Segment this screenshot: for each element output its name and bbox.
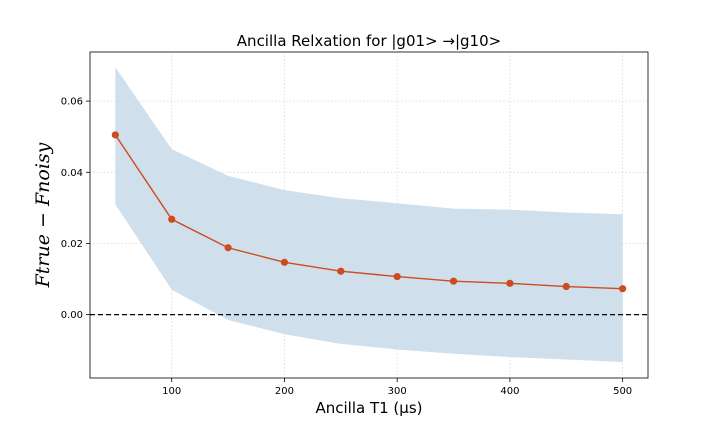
data-point xyxy=(393,272,401,281)
data-point xyxy=(449,277,458,285)
x-tick-label: 200 xyxy=(275,386,294,397)
plot-area-frame xyxy=(89,51,649,379)
y-axis-label: Ftrue − Fnoisy xyxy=(32,142,54,288)
data-point xyxy=(224,244,232,252)
y-tick-label: 0.00 xyxy=(61,310,83,321)
data-point xyxy=(619,285,627,293)
data-point xyxy=(111,131,119,139)
data-point xyxy=(280,258,289,266)
x-tick-label: 400 xyxy=(500,386,519,397)
x-tick-label: 100 xyxy=(162,386,181,397)
y-axis-ticks: 0.00 0.02 0.04 0.06 xyxy=(61,97,90,321)
x-tick-label: 300 xyxy=(388,386,407,397)
data-point xyxy=(337,267,345,275)
x-axis-ticks: 100 200 300 400 500 xyxy=(162,378,632,397)
y-tick-label: 0.02 xyxy=(61,239,83,250)
data-point xyxy=(506,279,514,287)
y-tick-label: 0.06 xyxy=(61,97,83,108)
series-line xyxy=(114,134,623,290)
data-point xyxy=(562,282,570,291)
data-point xyxy=(168,215,176,223)
x-axis-label: Ancilla T1 (μs) xyxy=(315,399,422,417)
x-tick-label: 500 xyxy=(613,386,632,397)
data-points xyxy=(111,131,627,293)
confidence-band xyxy=(115,67,623,362)
chart-title: Ancilla Relxation for |g01> →|g10> xyxy=(237,32,501,50)
y-tick-label: 0.04 xyxy=(61,168,83,179)
